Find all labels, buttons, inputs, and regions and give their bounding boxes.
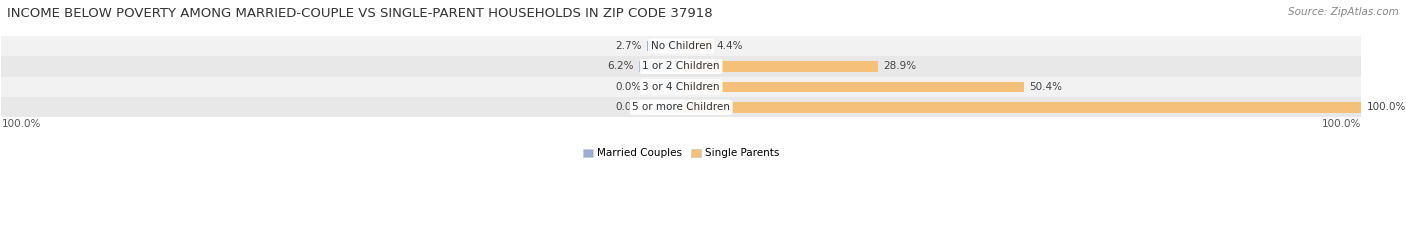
Bar xyxy=(647,82,681,92)
Text: INCOME BELOW POVERTY AMONG MARRIED-COUPLE VS SINGLE-PARENT HOUSEHOLDS IN ZIP COD: INCOME BELOW POVERTY AMONG MARRIED-COUPL… xyxy=(7,7,713,20)
Text: 5 or more Children: 5 or more Children xyxy=(633,102,730,112)
Text: Source: ZipAtlas.com: Source: ZipAtlas.com xyxy=(1288,7,1399,17)
Bar xyxy=(1,36,1361,56)
Bar xyxy=(681,82,1024,92)
Text: 4.4%: 4.4% xyxy=(717,41,742,51)
Bar xyxy=(681,102,1361,113)
Text: 0.0%: 0.0% xyxy=(616,102,641,112)
Text: 50.4%: 50.4% xyxy=(1029,82,1062,92)
Bar xyxy=(647,102,681,113)
Legend: Married Couples, Single Parents: Married Couples, Single Parents xyxy=(578,144,783,163)
Bar xyxy=(638,61,681,72)
Bar xyxy=(1,56,1361,77)
Text: 100.0%: 100.0% xyxy=(1,119,41,129)
Bar xyxy=(681,61,877,72)
Text: 3 or 4 Children: 3 or 4 Children xyxy=(643,82,720,92)
Text: No Children: No Children xyxy=(651,41,711,51)
Text: 100.0%: 100.0% xyxy=(1322,119,1361,129)
Text: 28.9%: 28.9% xyxy=(883,62,917,71)
Bar xyxy=(681,41,711,51)
Bar xyxy=(1,77,1361,97)
Text: 6.2%: 6.2% xyxy=(607,62,634,71)
Text: 1 or 2 Children: 1 or 2 Children xyxy=(643,62,720,71)
Text: 100.0%: 100.0% xyxy=(1367,102,1406,112)
Text: 0.0%: 0.0% xyxy=(616,82,641,92)
Bar xyxy=(1,97,1361,117)
Text: 2.7%: 2.7% xyxy=(616,41,641,51)
Bar xyxy=(647,41,681,51)
